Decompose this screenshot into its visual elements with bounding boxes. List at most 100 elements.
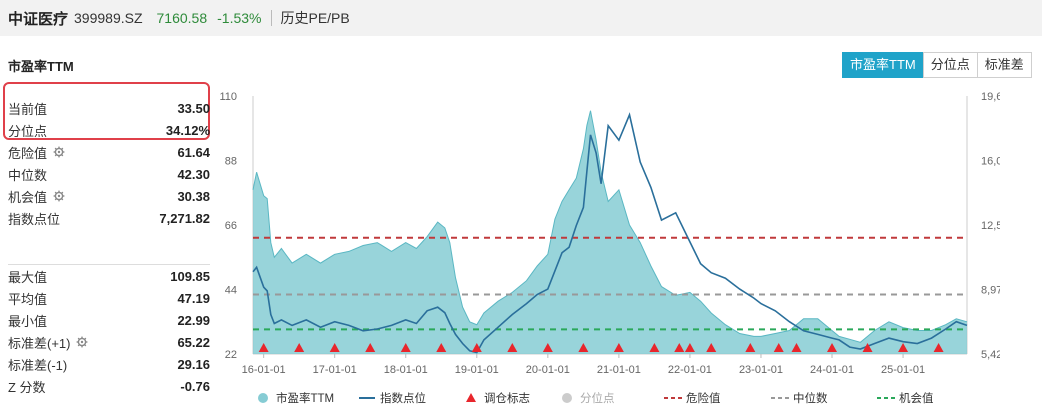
stat-label-text: 标准差(+1) xyxy=(8,335,71,351)
stat-row-median: 中位数 42.30 xyxy=(8,163,210,185)
y-right-tick-label: 12,530 xyxy=(981,220,1000,232)
stat-label-text: 机会值 xyxy=(8,189,48,205)
stat-label: 机会值 xyxy=(8,187,65,206)
stat-row-index-level: 指数点位 7,271.82 xyxy=(8,207,210,229)
rebalance-marker xyxy=(745,343,756,352)
stat-label-text: 标准差(-1) xyxy=(8,357,68,373)
stat-label: 分位点 xyxy=(8,121,47,140)
tab-std-dev[interactable]: 标准差 xyxy=(976,52,1032,78)
header-divider xyxy=(271,10,273,26)
index-code: 399989.SZ xyxy=(74,10,143,26)
index-line xyxy=(252,112,968,354)
stat-label: 指数点位 xyxy=(8,209,60,228)
x-tick-label: 21-01-01 xyxy=(597,364,641,376)
stat-label: 中位数 xyxy=(8,165,47,184)
stat-value: -0.76 xyxy=(180,378,210,394)
x-tick-label: 23-01-01 xyxy=(739,364,783,376)
stat-value: 65.22 xyxy=(177,334,210,350)
legend-pe-swatch xyxy=(258,393,268,403)
header-bar: 中证医疗 399989.SZ 7160.58 -1.53% 历史PE/PB xyxy=(0,0,1042,36)
stat-label: Z 分数 xyxy=(8,377,46,396)
stat-row-max-value: 最大值 109.85 xyxy=(8,265,210,287)
pe-area xyxy=(253,110,967,354)
index-price: 7160.58 xyxy=(156,10,208,26)
stat-label-text: 指数点位 xyxy=(8,211,61,227)
legend-rebalance-swatch xyxy=(466,393,476,402)
y-right-tick-label: 19,637 xyxy=(981,91,1000,103)
stat-value: 33.50 xyxy=(177,100,210,116)
stat-label-text: Z 分数 xyxy=(8,379,46,395)
x-tick-label: 19-01-01 xyxy=(455,364,499,376)
stat-value: 47.19 xyxy=(177,290,210,306)
y-right-tick-label: 16,084 xyxy=(981,155,1000,167)
rebalance-marker xyxy=(773,343,784,352)
stat-row-std-plus-1: 标准差(+1) 65.22 xyxy=(8,331,210,353)
stats-divider xyxy=(8,264,210,265)
gear-icon[interactable] xyxy=(53,190,65,202)
x-tick-label: 24-01-01 xyxy=(810,364,854,376)
legend-rebalance-label: 调仓标志 xyxy=(484,391,530,405)
y-left-tick-label: 110 xyxy=(219,91,237,103)
rebalance-marker xyxy=(674,343,685,352)
gear-icon[interactable] xyxy=(53,146,65,158)
stat-value: 7,271.82 xyxy=(159,210,210,226)
section-title: 市盈率TTM xyxy=(8,59,74,74)
x-tick-label: 25-01-01 xyxy=(881,364,925,376)
stat-label-text: 最小值 xyxy=(8,313,48,329)
legend-pe-label: 市盈率TTM xyxy=(276,391,334,405)
x-tick-label: 17-01-01 xyxy=(313,364,357,376)
stat-value: 61.64 xyxy=(177,144,210,160)
highlight-box xyxy=(3,82,210,140)
stat-row-percentile: 分位点 34.12% xyxy=(8,119,210,141)
tab-percentile[interactable]: 分位点 xyxy=(922,52,978,78)
stat-label: 最大值 xyxy=(8,267,47,286)
stat-label-text: 危险值 xyxy=(8,145,48,161)
rebalance-marker xyxy=(294,343,305,352)
stat-value: 109.85 xyxy=(170,268,210,284)
rebalance-marker xyxy=(578,343,589,352)
index-change: -1.53% xyxy=(217,10,262,26)
x-tick-label: 18-01-01 xyxy=(384,364,428,376)
rebalance-marker xyxy=(542,343,553,352)
stat-row-min-value: 最小值 22.99 xyxy=(8,309,210,331)
stat-row-danger-value: 危险值 61.64 xyxy=(8,141,210,163)
pe-chart: 22 44 66 88 110 5,422 8,976 12,530 16,084 19,637 1… xyxy=(219,91,1000,405)
stat-row-opportunity-value: 机会值 30.38 xyxy=(8,185,210,207)
tab-pe-ttm[interactable]: 市盈率TTM xyxy=(842,52,924,78)
rebalance-marker xyxy=(862,343,873,352)
rebalance-marker xyxy=(258,343,269,352)
stat-row-z-score: Z 分数 -0.76 xyxy=(8,375,210,397)
stat-label: 危险值 xyxy=(8,143,65,162)
x-tick-label: 20-01-01 xyxy=(526,364,570,376)
legend-median-label: 中位数 xyxy=(793,391,828,405)
rebalance-marker xyxy=(649,343,660,352)
stat-label-text: 分位点 xyxy=(8,123,48,139)
stat-row-average-value: 平均值 47.19 xyxy=(8,287,210,309)
stat-value: 22.99 xyxy=(177,312,210,328)
legend-danger-label: 危险值 xyxy=(686,391,721,405)
stat-label: 标准差(-1) xyxy=(8,355,67,374)
index-name: 中证医疗 xyxy=(8,10,69,28)
legend-percentile-label: 分位点 xyxy=(580,391,615,405)
pe-line xyxy=(252,110,968,343)
stat-label: 当前值 xyxy=(8,99,47,118)
rebalance-marker xyxy=(329,343,340,352)
stat-value: 34.12% xyxy=(165,122,210,138)
legend-opportunity-label: 机会值 xyxy=(899,391,934,405)
gear-icon[interactable] xyxy=(76,336,88,348)
stat-label-text: 中位数 xyxy=(8,167,48,183)
stat-label: 最小值 xyxy=(8,311,47,330)
rebalance-marker xyxy=(827,343,838,352)
stat-label: 标准差(+1) xyxy=(8,333,88,352)
stat-value: 30.38 xyxy=(177,188,210,204)
rebalance-marker xyxy=(507,343,518,352)
rebalance-marker xyxy=(933,343,944,352)
history-pe-pb-link[interactable]: 历史PE/PB xyxy=(280,10,350,26)
legend-index-label: 指数点位 xyxy=(380,391,426,405)
stat-row-current-value: 当前值 33.50 xyxy=(8,97,210,119)
x-tick-label: 16-01-01 xyxy=(242,364,286,376)
rebalance-marker xyxy=(898,343,909,352)
stat-value: 42.30 xyxy=(177,166,210,182)
rebalance-marker xyxy=(706,343,717,352)
stat-label-text: 当前值 xyxy=(8,101,48,117)
